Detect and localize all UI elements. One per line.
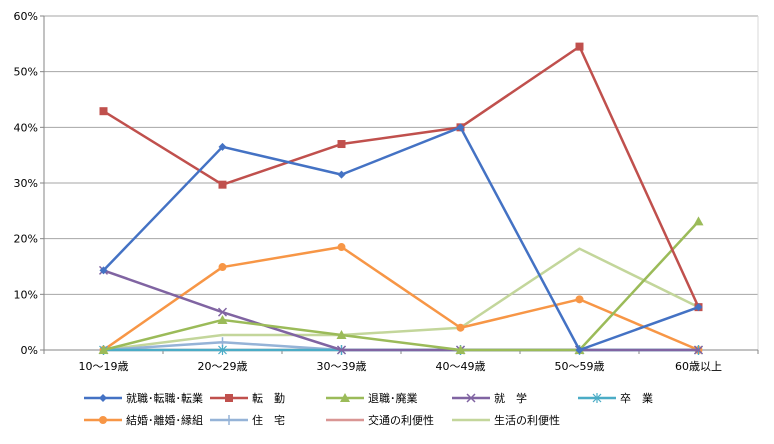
- data-point: [99, 266, 108, 275]
- series-2: [98, 216, 704, 354]
- data-point: [340, 393, 350, 402]
- x-tick-label: 50～59歳: [555, 360, 605, 373]
- data-point: [575, 346, 584, 354]
- data-point: [218, 142, 227, 151]
- legend-item: 住 宅: [210, 413, 285, 427]
- legend-label: 転 勤: [252, 392, 285, 405]
- data-point: [98, 345, 109, 354]
- x-tick-label: 10～19歳: [79, 360, 129, 373]
- data-point: [694, 303, 703, 312]
- legend-label: 交通の利便性: [368, 413, 434, 427]
- legend-item: 結婚･離婚･縁組: [84, 413, 203, 427]
- data-point: [224, 415, 234, 425]
- series-8: [103, 247, 700, 352]
- data-point: [337, 140, 346, 149]
- data-point: [693, 345, 704, 355]
- y-tick-label: 20%: [14, 233, 38, 246]
- legend-label: 就 学: [494, 391, 527, 405]
- y-tick-label: 40%: [14, 121, 38, 134]
- data-point: [337, 243, 346, 252]
- data-point: [99, 107, 108, 116]
- series-line: [102, 45, 700, 308]
- series-line: [103, 269, 699, 352]
- grid: [44, 15, 759, 351]
- y-axis: 0% 10% 20% 30% 40% 50% 60%: [14, 10, 45, 357]
- legend-item: 卒 業: [578, 391, 653, 405]
- data-point: [456, 123, 465, 132]
- y-tick-label: 60%: [14, 10, 38, 23]
- legend-label: 就職･転職･転業: [126, 391, 203, 405]
- legend-item: 退職･廃業: [326, 391, 418, 405]
- series-lines: [98, 42, 704, 355]
- data-point: [217, 307, 228, 317]
- legend-item: 就職･転職･転業: [84, 391, 203, 405]
- legend-label: 退職･廃業: [368, 391, 418, 405]
- data-point: [455, 345, 466, 354]
- data-point: [466, 393, 476, 403]
- y-tick-label: 30%: [14, 177, 38, 190]
- y-tick-label: 50%: [14, 66, 38, 79]
- legend-item: 転 勤: [210, 392, 285, 405]
- legend-item: 就 学: [452, 391, 527, 405]
- data-point: [225, 394, 233, 402]
- data-point: [217, 314, 228, 324]
- data-point: [337, 170, 346, 179]
- data-point: [336, 345, 347, 355]
- series-3: [98, 265, 704, 355]
- legend-label: 結婚･離婚･縁組: [126, 413, 203, 427]
- legend-label: 生活の利便性: [494, 413, 560, 427]
- series-1: [99, 42, 703, 312]
- data-point: [592, 393, 602, 403]
- series-line: [102, 126, 699, 352]
- legend: 就職･転職･転業 転 勤 退職･廃業 就 学 卒 業結婚･離婚･縁組 住 宅 交通の利便性 生…: [84, 391, 653, 427]
- x-tick-label: 20～29歳: [198, 360, 248, 373]
- x-tick-label: 30～39歳: [317, 360, 367, 373]
- series-line: [102, 245, 699, 352]
- legend-label: 卒 業: [620, 391, 653, 405]
- data-point: [218, 345, 227, 355]
- series-line: [103, 220, 700, 352]
- data-point: [456, 323, 465, 332]
- legend-item: 交通の利便性: [326, 413, 434, 427]
- x-tick-label: 40～49歳: [436, 360, 486, 373]
- data-point: [336, 329, 347, 339]
- y-tick-label: 10%: [14, 288, 38, 301]
- data-point: [99, 416, 107, 424]
- y-tick-label: 0%: [21, 344, 38, 357]
- data-point: [575, 42, 584, 51]
- series-0: [99, 123, 703, 354]
- legend-item: 生活の利便性: [452, 413, 560, 427]
- data-point: [99, 394, 107, 402]
- data-point: [218, 263, 227, 272]
- legend-label: 住 宅: [252, 413, 285, 427]
- x-tick-label: 60歳以上: [675, 360, 722, 373]
- data-point: [693, 216, 704, 226]
- data-point: [575, 295, 584, 304]
- data-point: [218, 180, 227, 189]
- x-axis: 10～19歳 20～29歳 30～39歳 40～49歳 50～59歳 60歳以上: [43, 349, 759, 373]
- series-line: [103, 247, 700, 352]
